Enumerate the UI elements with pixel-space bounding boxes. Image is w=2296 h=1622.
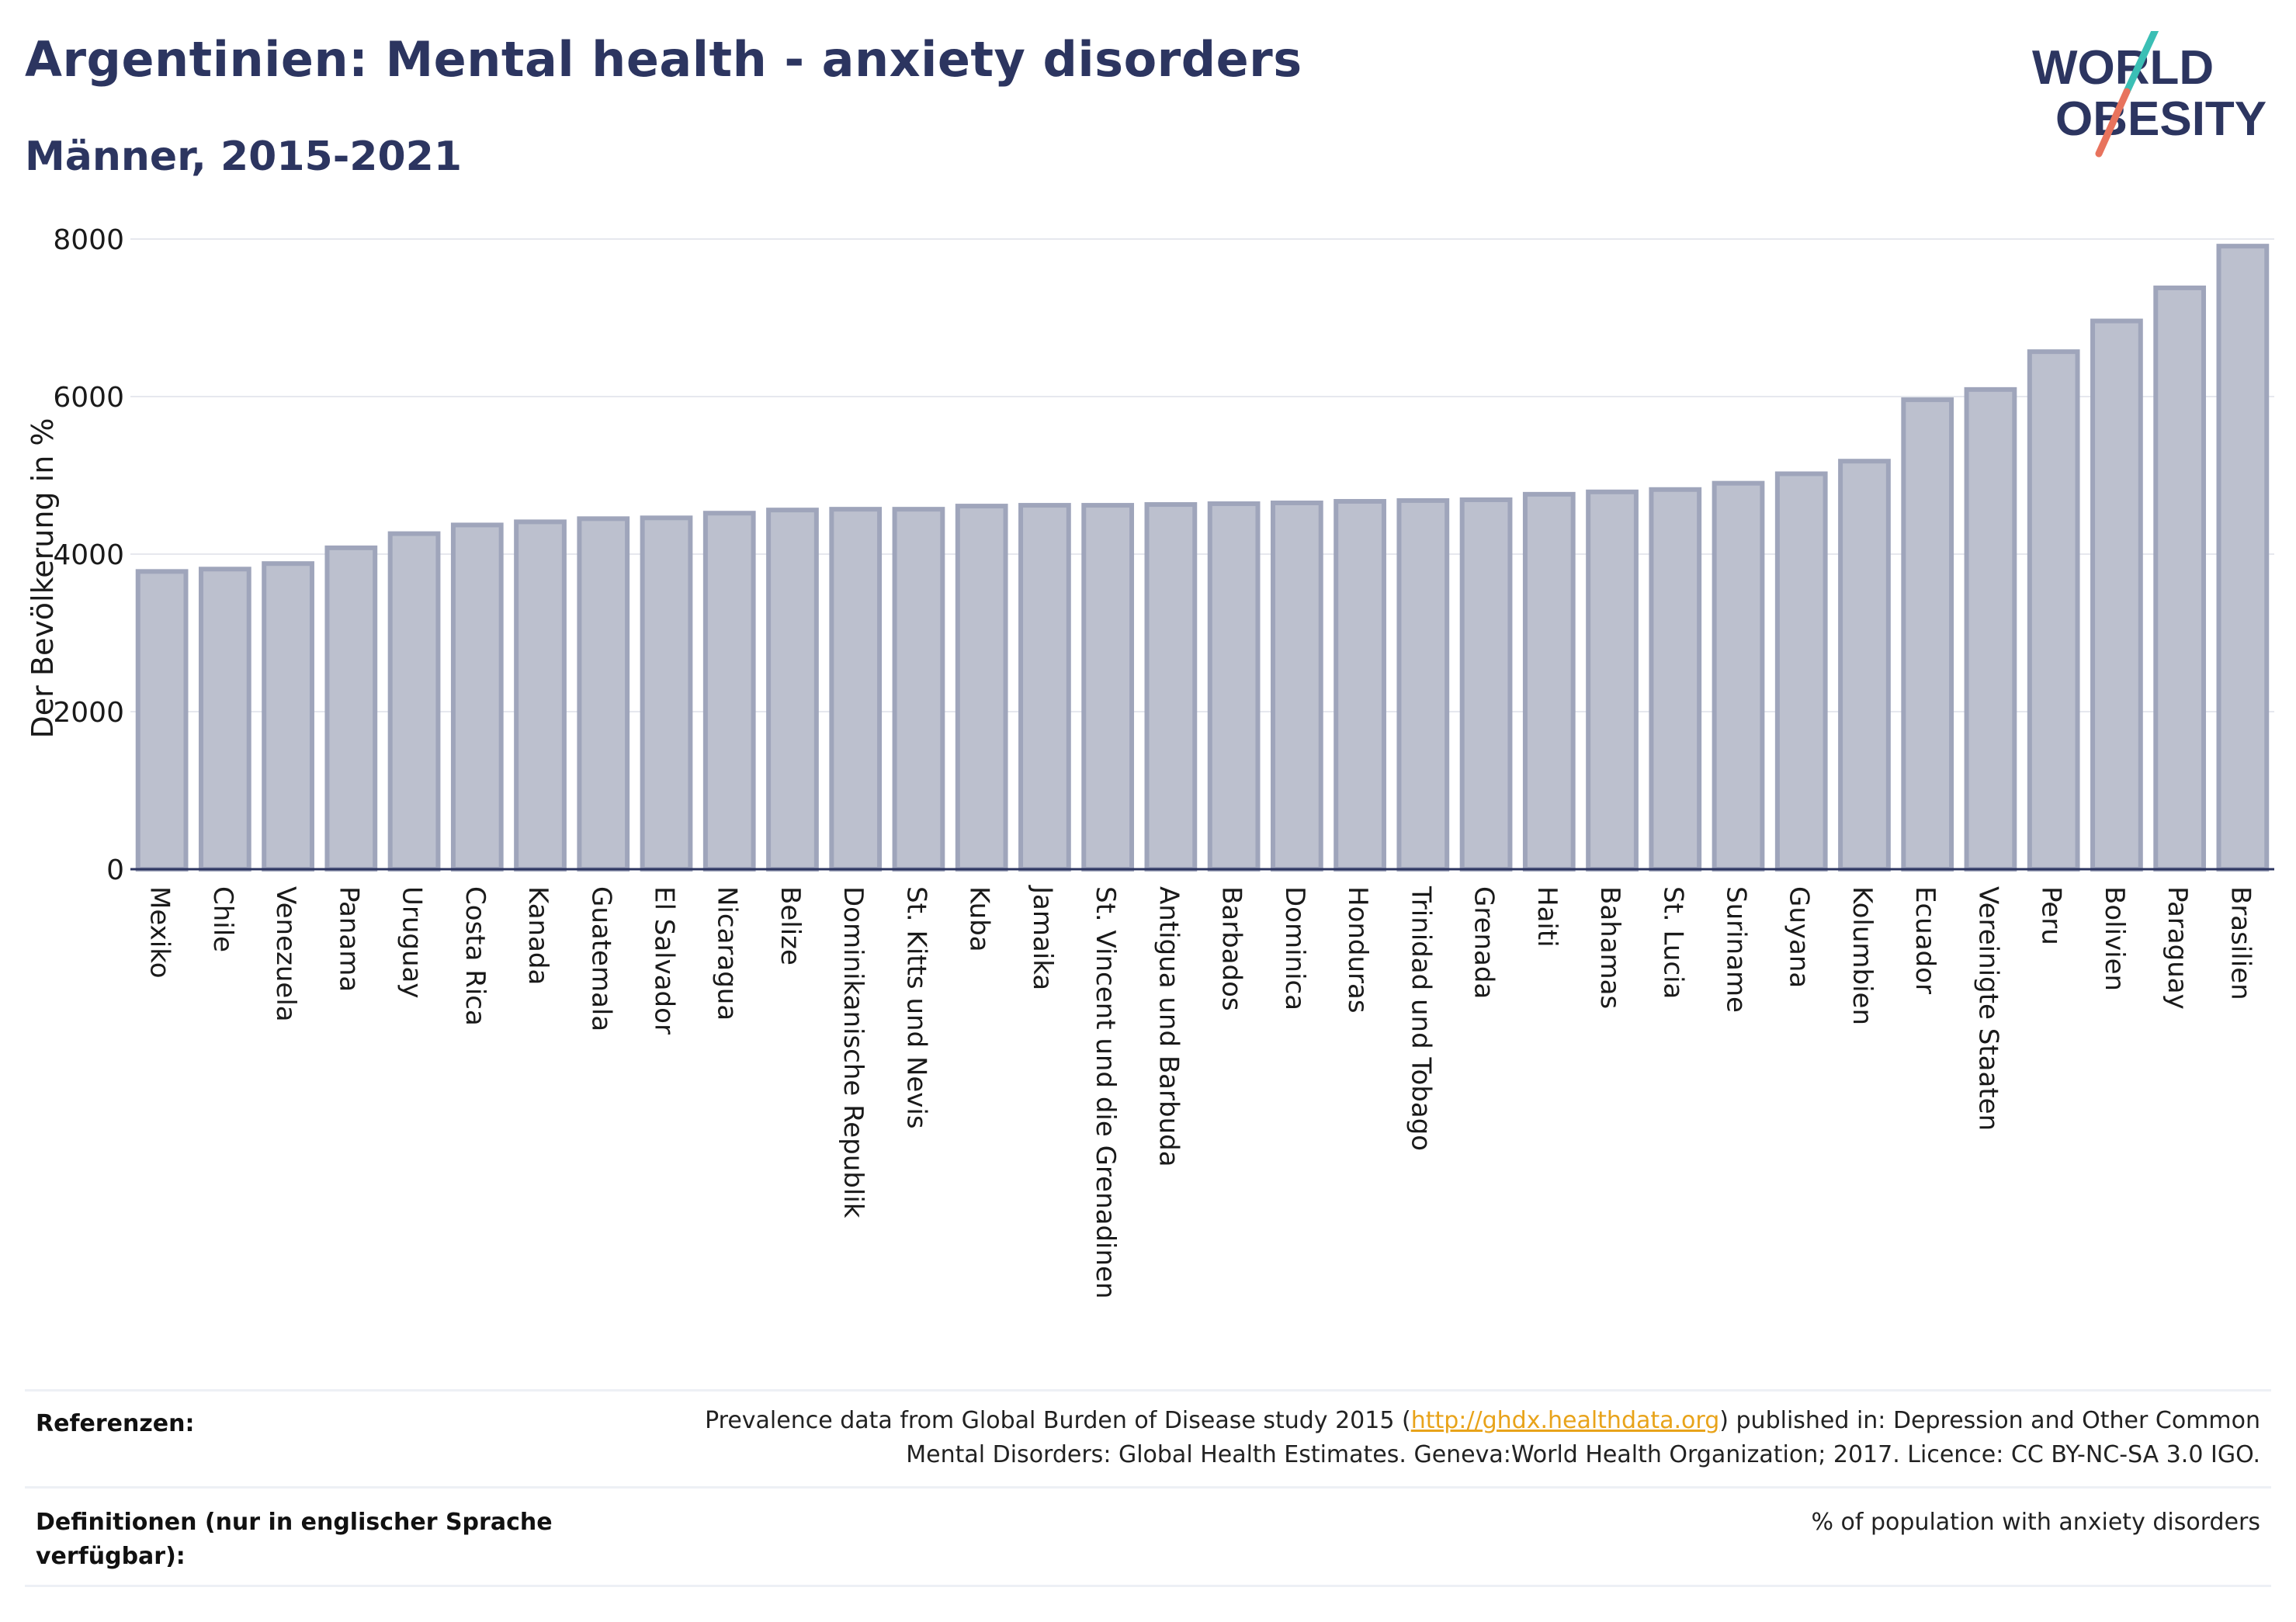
x-tick-label: Nicaragua xyxy=(712,886,743,1021)
x-tick-label: Kuba xyxy=(964,886,995,952)
x-tick-label: Ecuador xyxy=(1909,886,1941,994)
bar xyxy=(955,504,1008,872)
bar xyxy=(1334,498,1386,872)
bar xyxy=(1964,386,2017,872)
y-tick-label: 0 xyxy=(106,854,124,886)
x-tick-label: Costa Rica xyxy=(460,886,491,1026)
page-subtitle: Männer, 2015-2021 xyxy=(25,133,463,180)
logo-line-2: OBESITY xyxy=(2055,92,2267,146)
x-tick-label: Panama xyxy=(333,886,364,992)
bar xyxy=(135,569,189,872)
x-tick-label: Antigua und Barbuda xyxy=(1153,886,1184,1167)
bar xyxy=(1838,459,1891,872)
logo-slash-coral xyxy=(2095,88,2131,158)
x-tick-label: Peru xyxy=(2036,886,2067,945)
bar xyxy=(2153,285,2207,872)
references-table: Referenzen: Prevalence data from Global … xyxy=(25,1389,2271,1587)
x-tick-label: St. Lucia xyxy=(1657,886,1688,999)
definitions-label: Definitionen (nur in englischer Sprache … xyxy=(36,1506,553,1574)
x-tick-label: Guyana xyxy=(1784,886,1815,988)
bar xyxy=(702,511,756,872)
x-tick-label: Haiti xyxy=(1531,886,1562,948)
x-tick-label: Barbados xyxy=(1216,886,1247,1011)
page-title: Argentinien: Mental health - anxiety dis… xyxy=(25,31,1302,88)
x-tick-label: Uruguay xyxy=(397,886,428,999)
bar xyxy=(198,567,251,872)
x-tick-label: Dominica xyxy=(1279,886,1310,1010)
bar xyxy=(1081,503,1135,872)
references-label: Referenzen: xyxy=(36,1410,195,1437)
x-tick-label: Guatemala xyxy=(585,886,616,1031)
x-tick-label: St. Kitts und Nevis xyxy=(900,886,931,1129)
bar xyxy=(1649,487,1702,872)
logo-slash-teal xyxy=(2123,31,2159,95)
definitions-text: % of population with anxiety disorders xyxy=(1811,1509,2260,1536)
references-text-start: Prevalence data from Global Burden of Di… xyxy=(705,1407,1411,1434)
bar xyxy=(1712,480,1765,872)
references-text: Prevalence data from Global Burden of Di… xyxy=(705,1404,2260,1472)
y-tick-label: 8000 xyxy=(53,224,124,256)
references-row: Referenzen: Prevalence data from Global … xyxy=(25,1389,2271,1486)
bar xyxy=(1901,397,1954,872)
bar xyxy=(766,508,819,872)
bar xyxy=(892,507,945,872)
definitions-label-line2: verfügbar): xyxy=(36,1543,186,1570)
bar xyxy=(2216,244,2270,872)
references-text-end: ) published in: Depression and Other Com… xyxy=(1719,1407,2260,1434)
bar xyxy=(1522,491,1576,872)
bar xyxy=(1270,501,1323,872)
x-tick-label: Kanada xyxy=(522,886,553,985)
x-tick-label: Vereinigte Staaten xyxy=(1972,886,2003,1131)
bar xyxy=(829,507,883,872)
bar xyxy=(1396,497,1450,872)
x-tick-label: Bahamas xyxy=(1594,886,1625,1009)
bar xyxy=(640,515,693,872)
bar xyxy=(1459,497,1513,872)
bar xyxy=(387,531,441,872)
bar xyxy=(514,519,567,872)
x-tick-label: Belize xyxy=(775,886,806,965)
bar-chart: 0 2000 4000 6000 8000 Mexiko Chile Venezuela Pa… xyxy=(26,224,2274,1299)
y-tick-label: 6000 xyxy=(53,382,124,414)
bar xyxy=(1018,503,1071,872)
definitions-label-line1: Definitionen (nur in englischer Sprache xyxy=(36,1509,553,1536)
x-tick-label: Venezuela xyxy=(270,886,301,1022)
x-tick-label: Grenada xyxy=(1469,886,1500,999)
definitions-row: Definitionen (nur in englischer Sprache … xyxy=(25,1486,2271,1587)
bar xyxy=(2090,318,2143,872)
world-obesity-logo: WORLD OBESITY xyxy=(2032,31,2267,158)
bar xyxy=(1774,471,1828,872)
bar xyxy=(324,545,378,872)
bar xyxy=(2027,349,2080,872)
references-text-line2: Mental Disorders: Global Health Estimate… xyxy=(906,1441,2260,1468)
bar xyxy=(1144,502,1198,872)
references-link[interactable]: http://ghdx.healthdata.org xyxy=(1410,1407,1720,1434)
x-tick-label: Bolivien xyxy=(2099,886,2130,991)
x-tick-label: Paraguay xyxy=(2162,886,2193,1010)
logo-line-1: WORLD xyxy=(2032,41,2214,95)
bar xyxy=(262,561,314,872)
x-tick-label: Mexiko xyxy=(144,886,175,979)
x-tick-label: Chile xyxy=(207,886,238,952)
bar xyxy=(577,516,630,872)
x-tick-label: El Salvador xyxy=(649,886,680,1035)
x-tick-label: Jamaika xyxy=(1027,885,1058,990)
x-tick-label: Kolumbien xyxy=(1847,886,1878,1025)
x-tick-label: St. Vincent und die Grenadinen xyxy=(1090,886,1121,1299)
bar xyxy=(450,522,504,872)
x-tick-label: Dominikanische Republik xyxy=(838,886,869,1218)
y-tick-label: 2000 xyxy=(53,697,124,729)
x-tick-label: Honduras xyxy=(1342,886,1373,1014)
y-tick-label: 4000 xyxy=(53,539,124,571)
x-tick-label: Trinidad und Tobago xyxy=(1405,886,1436,1151)
bar xyxy=(1586,489,1639,872)
x-tick-label: Brasilien xyxy=(2225,886,2256,1000)
y-axis-label: Der Bevölkerung in % xyxy=(26,418,60,739)
x-tick-label: Suriname xyxy=(1721,886,1752,1013)
bar xyxy=(1207,501,1261,872)
